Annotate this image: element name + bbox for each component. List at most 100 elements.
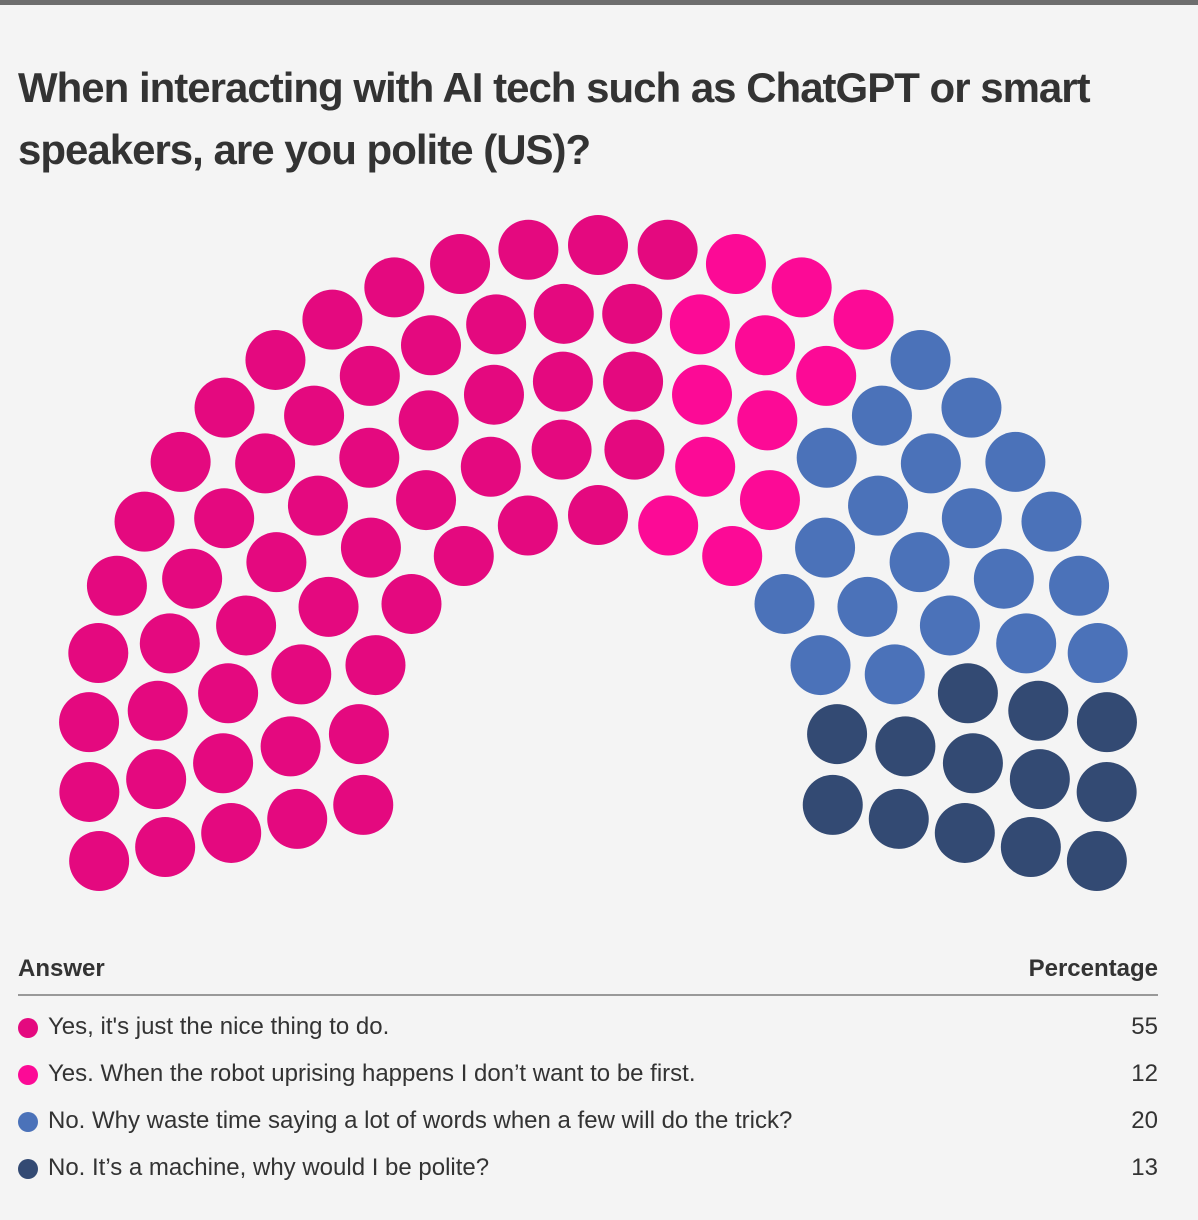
- seat-dot: [433, 526, 494, 587]
- seat-dot: [328, 704, 389, 765]
- seat-dot: [345, 635, 406, 696]
- seat-dot: [1000, 817, 1061, 878]
- seat-dot: [985, 431, 1046, 492]
- seat-dot: [1008, 680, 1069, 741]
- legend-swatch: [18, 1065, 38, 1085]
- seat-dot: [1021, 491, 1082, 552]
- legend-label: No. Why waste time saying a lot of words…: [48, 1107, 793, 1134]
- seat-dot: [150, 431, 211, 492]
- seat-dot: [868, 788, 929, 849]
- seat-dot: [245, 329, 306, 390]
- legend-row: Yes, it's just the nice thing to do. 55: [18, 1007, 1158, 1047]
- seat-dot: [460, 436, 521, 497]
- seat-dot: [754, 573, 815, 634]
- seat-dot: [298, 576, 359, 637]
- seat-dot: [162, 548, 223, 609]
- seat-dot: [302, 289, 363, 350]
- seat-dot: [737, 390, 798, 451]
- seat-dot: [790, 635, 851, 696]
- seat-dot: [533, 283, 594, 344]
- seat-dot: [942, 733, 1003, 794]
- seat-dot: [851, 385, 912, 446]
- seat-dot: [941, 488, 1002, 549]
- seat-dot: [396, 470, 457, 531]
- seat-dot: [400, 315, 461, 376]
- seat-dot: [672, 364, 733, 425]
- seat-dot: [973, 548, 1034, 609]
- seat-dot: [194, 488, 255, 549]
- seat-dot: [86, 555, 147, 616]
- seat-dot: [807, 704, 868, 765]
- seat-dot: [139, 613, 200, 674]
- seat-dot: [339, 427, 400, 488]
- column-header: Answer: [18, 955, 105, 982]
- seat-dot: [497, 495, 558, 556]
- seat-dot: [675, 436, 736, 497]
- seat-dot: [875, 716, 936, 777]
- seat-dot: [198, 663, 259, 724]
- legend-label: No. It’s a machine, why would I be polit…: [48, 1154, 490, 1181]
- seat-dot: [246, 532, 307, 593]
- seat-dot: [271, 644, 332, 705]
- seat-dot: [1076, 761, 1137, 822]
- value-label: 12: [1131, 1060, 1158, 1087]
- seat-dot: [919, 595, 980, 656]
- seat-dot: [260, 716, 321, 777]
- seat-dot: [59, 692, 120, 753]
- seat-dot: [1076, 692, 1137, 753]
- value-label: 55: [1131, 1013, 1158, 1040]
- seat-dot: [637, 219, 698, 280]
- seat-dot: [216, 595, 277, 656]
- seat-dot: [1009, 749, 1070, 810]
- value-label: 20: [1131, 1107, 1158, 1134]
- seat-dot: [890, 329, 951, 390]
- seat-dot: [235, 433, 296, 494]
- seat-dot: [705, 234, 766, 295]
- seat-dot: [1066, 831, 1127, 892]
- seat-dot: [68, 622, 129, 683]
- seat-dot: [796, 427, 857, 488]
- seat-dot: [602, 283, 663, 344]
- seat-dot: [267, 788, 328, 849]
- seat-dot: [996, 613, 1057, 674]
- seat-dot: [59, 761, 120, 822]
- seat-dot: [194, 377, 255, 438]
- legend-row: No. Why waste time saying a lot of words…: [18, 1101, 1158, 1141]
- column-header: Percentage: [1028, 955, 1158, 982]
- seat-dot: [364, 257, 425, 318]
- seat-dot: [864, 644, 925, 705]
- seat-dot: [287, 475, 348, 536]
- seat-dot: [463, 364, 524, 425]
- seat-dot: [114, 491, 175, 552]
- seat-dot: [568, 485, 628, 545]
- legend-label: Yes, it's just the nice thing to do.: [48, 1013, 390, 1040]
- seat-dot: [531, 419, 592, 480]
- seat-dot: [1067, 622, 1128, 683]
- seat-dot: [201, 802, 262, 863]
- seat-dot: [135, 817, 196, 878]
- legend-swatch: [18, 1112, 38, 1132]
- seat-dot: [568, 215, 628, 275]
- seat-dot: [127, 680, 188, 741]
- seat-dot: [889, 532, 950, 593]
- legend-label: Yes. When the robot uprising happens I d…: [48, 1060, 696, 1087]
- seat-dot: [430, 234, 491, 295]
- seat-dot: [638, 495, 699, 556]
- seat-dot: [498, 219, 559, 280]
- seat-dot: [1049, 555, 1110, 616]
- seat-dot: [833, 289, 894, 350]
- seat-dot: [193, 733, 254, 794]
- seat-dot: [466, 294, 527, 355]
- seat-dot: [398, 390, 459, 451]
- seat-dot: [934, 802, 995, 863]
- table-rule: [18, 994, 1158, 996]
- chart: [59, 215, 1137, 892]
- seat-dot: [669, 294, 730, 355]
- seat-dot: [702, 526, 763, 587]
- seat-dot: [339, 345, 400, 406]
- seat-dot: [848, 475, 909, 536]
- seat-dot: [739, 470, 800, 531]
- seat-dot: [941, 377, 1002, 438]
- seat-dot: [340, 517, 401, 578]
